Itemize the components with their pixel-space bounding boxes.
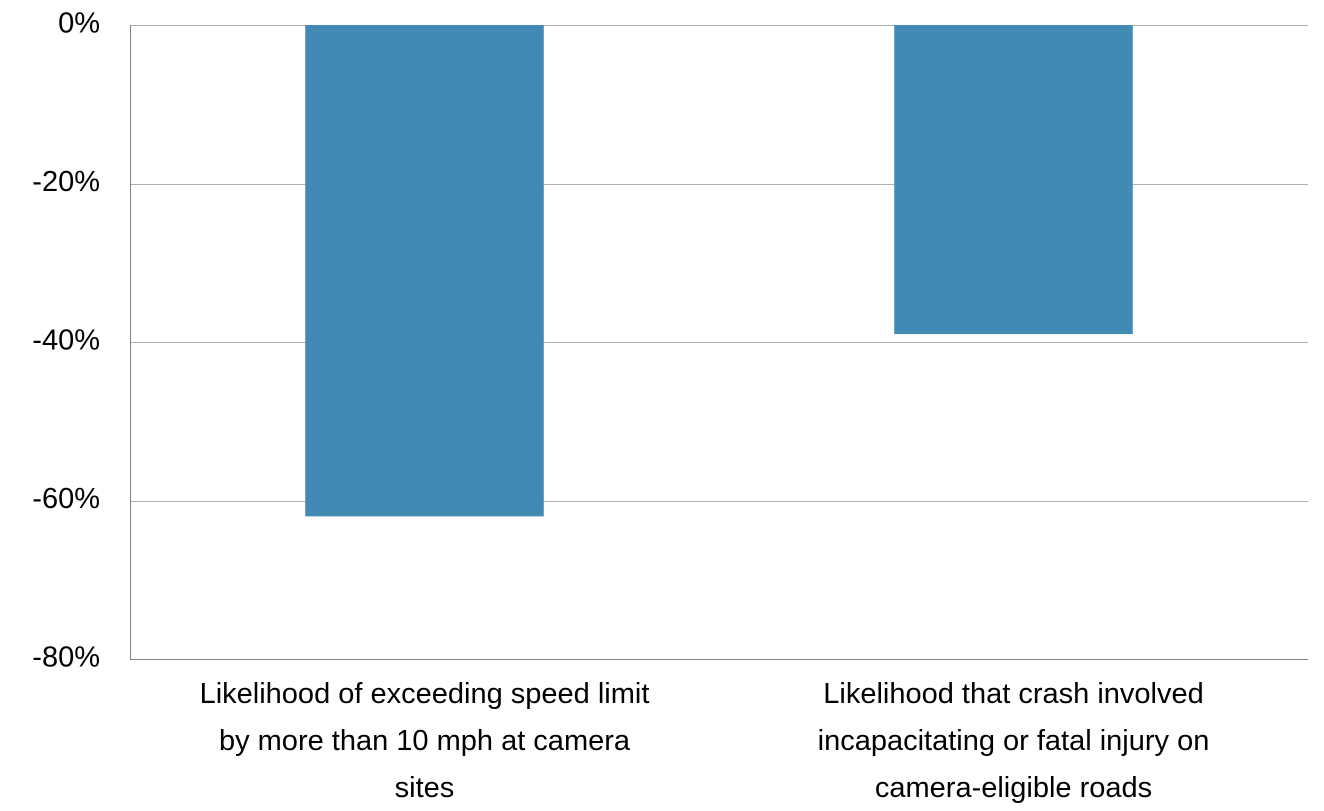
- axes: [130, 25, 1308, 660]
- y-tick-label: -80%: [32, 642, 100, 674]
- y-tick-label: -20%: [32, 166, 100, 198]
- y-tick-labels: 0% -20% -40% -60% -80%: [32, 8, 100, 674]
- x-category-labels: Likelihood of exceeding speed limit by mo…: [200, 678, 1210, 804]
- bar: [305, 25, 544, 517]
- bars: [305, 25, 1133, 517]
- x-category-label: Likelihood of exceeding speed limit by mo…: [200, 678, 650, 804]
- x-category-label: Likelihood that crash involved incapacita…: [818, 678, 1210, 804]
- bar: [894, 25, 1133, 335]
- y-tick-label: -40%: [32, 325, 100, 357]
- y-tick-label: 0%: [58, 8, 100, 40]
- y-tick-label: -60%: [32, 483, 100, 515]
